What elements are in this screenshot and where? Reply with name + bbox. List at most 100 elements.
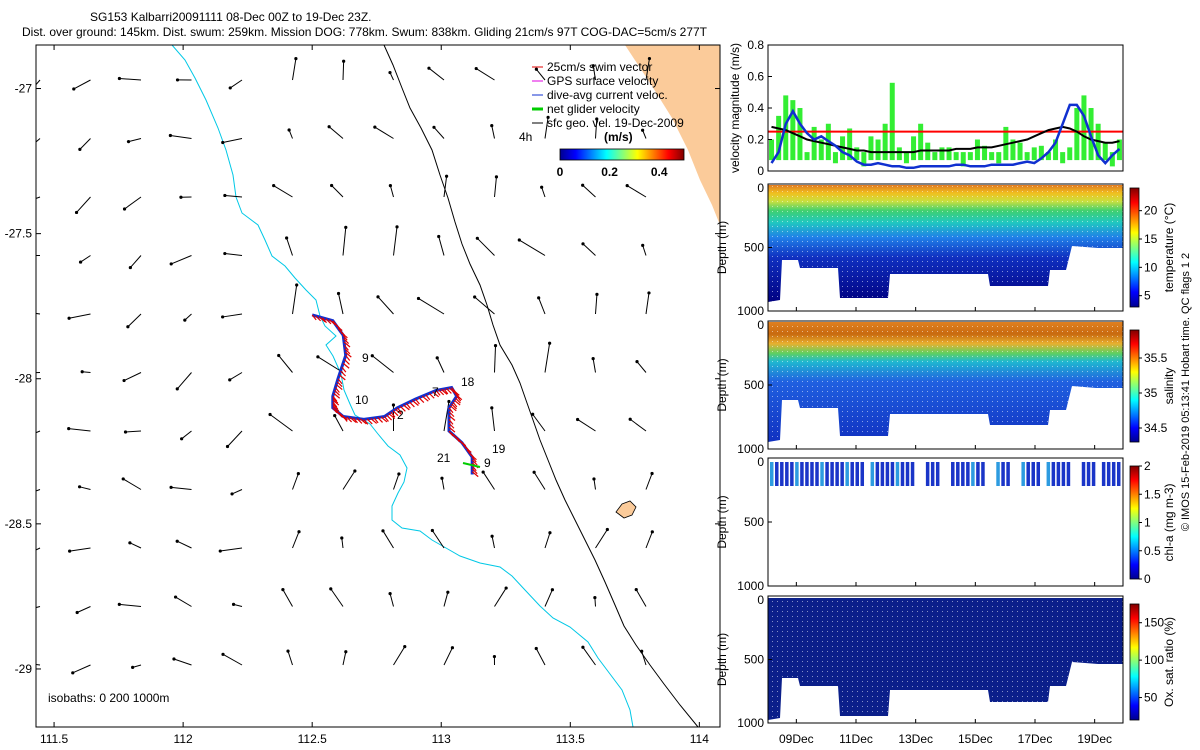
track-label: 19	[492, 442, 506, 456]
swim-vector	[311, 314, 317, 321]
chla-sample-column	[815, 462, 819, 486]
colorbar-unit: (m/s)	[604, 130, 633, 144]
velocity-arrow	[336, 291, 344, 315]
map-colorbar-tick-label: 0.4	[651, 165, 668, 179]
velocity-arrow	[316, 355, 344, 373]
map-xtick-label: 113	[432, 732, 451, 746]
swim-vector	[377, 417, 383, 423]
date-tick-label: 13Dec	[898, 732, 933, 746]
velocity-arrow	[117, 76, 142, 81]
velocity-arrow	[628, 417, 647, 432]
swim-vector	[342, 416, 348, 422]
velocity-arrow	[373, 125, 394, 139]
map-colorbar	[559, 148, 685, 161]
swim-vectors	[311, 314, 479, 478]
map-legend: 25cm/s swim vector GPS surface velocity …	[519, 60, 685, 179]
track-label: 9	[484, 456, 491, 470]
velocity-arrow	[534, 67, 546, 81]
velocity-arrow	[593, 595, 597, 607]
velocity-arrow	[591, 357, 596, 373]
swim-vector	[402, 404, 410, 411]
velocity-arrow	[68, 547, 91, 553]
chla-sample-column	[1061, 462, 1066, 486]
map-colorbar-ticks: 0 0.2 0.4	[557, 165, 668, 179]
swim-vector	[448, 407, 454, 414]
swim-vector	[318, 316, 326, 323]
velocity-arrow	[223, 251, 243, 256]
velocity-bar	[1010, 139, 1016, 161]
chla-sample-column	[820, 462, 824, 486]
velocity-arrow	[228, 79, 243, 90]
swim-vector	[440, 388, 448, 395]
chla-sample-column	[1001, 462, 1005, 486]
velocity-arrow	[430, 528, 445, 549]
velocity-bar	[1017, 142, 1023, 161]
velocity-arrow	[544, 115, 550, 139]
oxygen-samples	[768, 598, 1123, 718]
swim-vector	[343, 341, 351, 348]
velocity-arrow	[272, 184, 293, 198]
isobath-1000m	[383, 45, 699, 727]
section-ytick-label: 0	[757, 593, 764, 607]
swim-vector	[448, 418, 454, 425]
velocity-bar	[1102, 142, 1108, 161]
velocity-arrow	[393, 225, 399, 256]
velocity-arrow	[490, 406, 495, 432]
map-ytick-label: -29	[15, 662, 33, 676]
swim-vector	[337, 378, 343, 385]
velocity-arrow	[36, 312, 41, 315]
swim-vector	[405, 403, 411, 409]
velocity-arrow	[36, 254, 41, 256]
swim-vector	[356, 417, 363, 424]
section-ytick-label: 1000	[737, 304, 764, 318]
velocity-bar	[939, 147, 945, 161]
chla-sample-column	[1081, 462, 1086, 486]
velocity-arrow	[443, 590, 450, 607]
velocity-bar	[960, 152, 966, 167]
velocity-arrow	[540, 185, 546, 198]
velocity-arrow	[531, 412, 546, 432]
swim-vector	[418, 397, 425, 404]
swim-vector	[448, 422, 455, 429]
velocity-arrow	[117, 602, 142, 607]
land-area	[625, 45, 720, 225]
chla-sample-column	[935, 462, 940, 486]
velocity-bar	[1067, 147, 1073, 161]
velocity-ytick-label: 0.6	[747, 70, 764, 84]
section-ytick-label: 1000	[737, 716, 764, 730]
velocity-bar	[1081, 95, 1087, 161]
velocity-arrow	[376, 295, 394, 315]
velocity-bar	[1045, 152, 1051, 161]
velocity-arrow	[175, 78, 192, 82]
velocity-arrow	[218, 547, 243, 553]
velocity-arrow	[490, 534, 495, 549]
chla-sample-column	[805, 462, 809, 486]
velocity-arrow	[122, 196, 142, 211]
colorbar-tick-label: 1	[1144, 516, 1151, 530]
velocity-arrow	[342, 59, 346, 81]
map-xtick-label: 114	[690, 732, 709, 746]
velocity-bar	[911, 136, 917, 161]
velocity-arrow	[281, 588, 293, 607]
swim-vector	[394, 408, 402, 415]
track-label: 9	[362, 351, 369, 365]
swim-vector	[340, 370, 346, 377]
section-ytick-label: 0	[757, 318, 764, 332]
velocity-arrow	[330, 183, 344, 198]
legend-label: net glider velocity	[547, 102, 640, 116]
velocity-arrow	[473, 295, 495, 315]
velocity-bar	[996, 152, 1002, 164]
swim-vector	[332, 395, 338, 402]
velocity-arrow	[221, 313, 243, 319]
velocity-bar	[918, 123, 924, 161]
swim-vector	[451, 403, 457, 410]
velocity-arrow	[122, 372, 142, 383]
oxygen-colorbar	[1129, 603, 1140, 721]
colorbar-tick-label: 5	[1144, 289, 1151, 303]
swim-vector	[332, 399, 340, 406]
swim-vector	[448, 415, 456, 421]
velocity-arrow	[595, 292, 599, 315]
chla-sample-column	[770, 462, 774, 486]
swim-vector	[349, 416, 357, 423]
velocity-arrow	[131, 664, 142, 669]
